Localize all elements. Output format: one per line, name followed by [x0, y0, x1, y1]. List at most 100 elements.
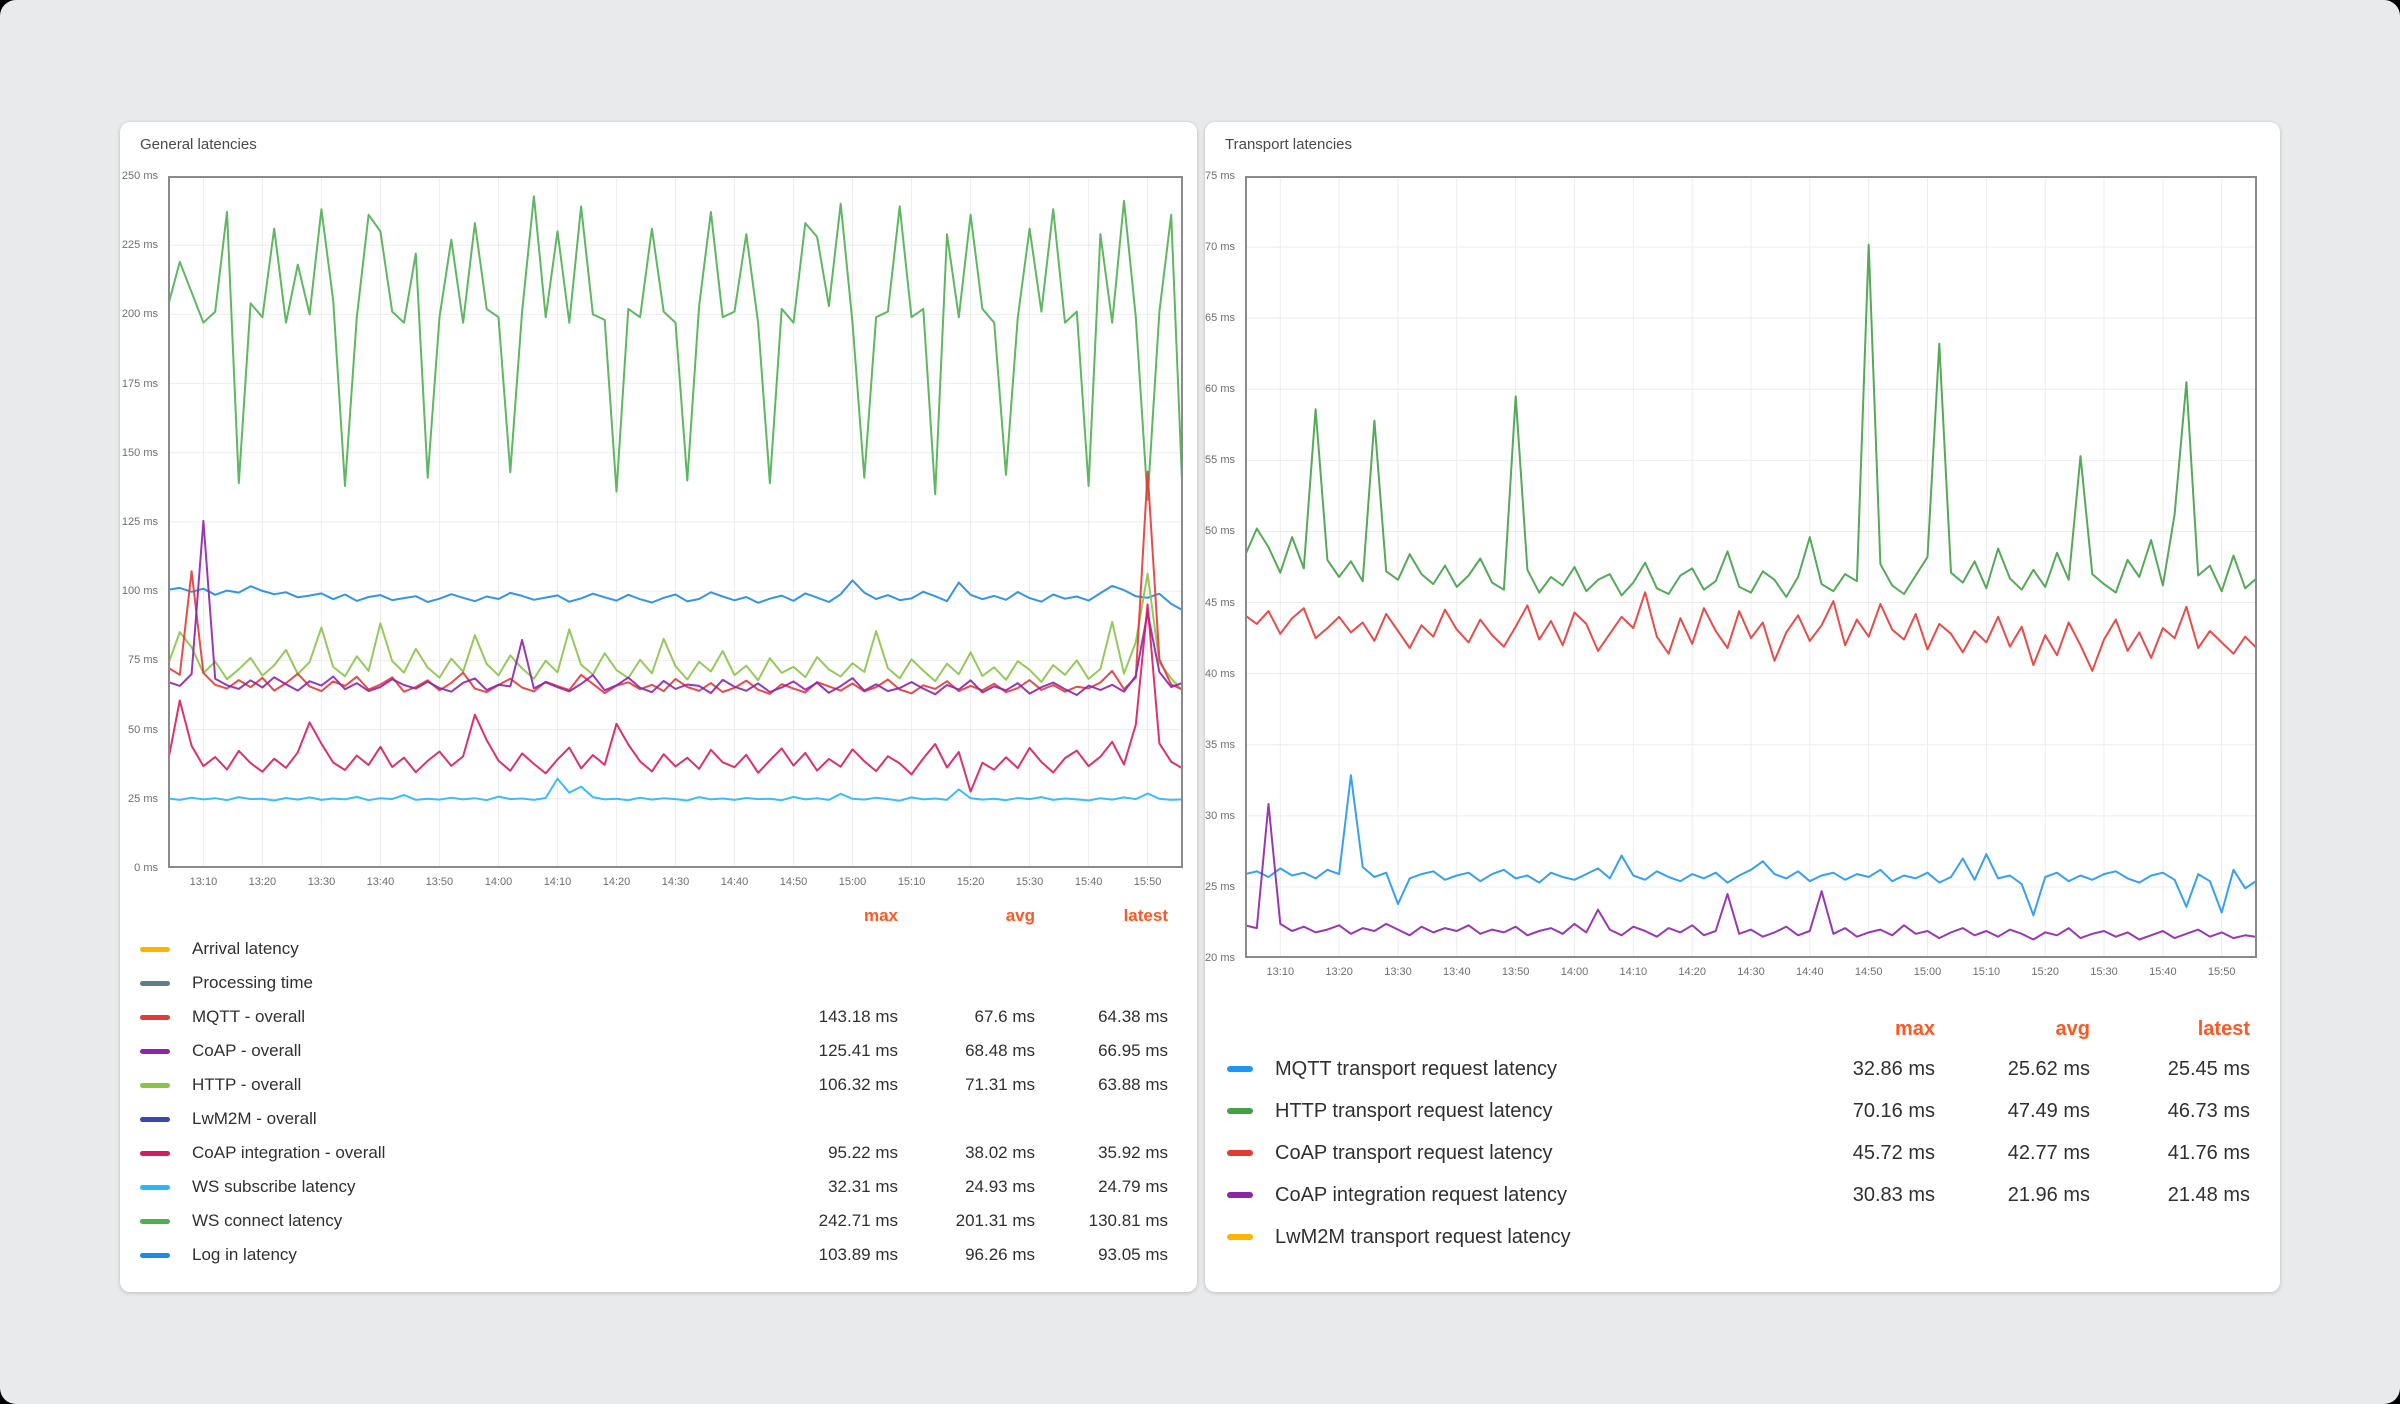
legend-row-ws-connect-latency[interactable]: WS connect latency 242.71 ms 201.31 ms 1…	[140, 1204, 1197, 1238]
series-avg: 21.96 ms	[2007, 1183, 2090, 1206]
series-label[interactable]: WS connect latency	[192, 1211, 343, 1230]
series-max: 103.89 ms	[818, 1245, 898, 1264]
series-label[interactable]: WS subscribe latency	[192, 1177, 356, 1196]
series-line	[1245, 774, 2257, 917]
series-max: 242.71 ms	[818, 1211, 898, 1230]
x-tick-label: 15:20	[2031, 966, 2059, 978]
legend-row-log-in-latency[interactable]: Log in latency 103.89 ms 96.26 ms 93.05 …	[140, 1238, 1197, 1272]
legend-row-coap-integration-transport[interactable]: CoAP integration request latency 30.83 m…	[1227, 1174, 2280, 1216]
series-label[interactable]: LwM2M - overall	[192, 1109, 317, 1128]
series-label[interactable]: Processing time	[192, 973, 313, 992]
series-color-swatch	[1227, 1108, 1253, 1114]
y-tick-label: 100 ms	[121, 585, 158, 598]
series-label[interactable]: CoAP integration request latency	[1275, 1183, 1568, 1206]
legend-header-latest[interactable]: latest	[1123, 906, 1168, 925]
x-tick-label: 15:40	[1074, 876, 1103, 888]
panel-transport-latencies: Transport latencies 20 ms 25 ms 30 ms 35 ms…	[1205, 122, 2280, 1292]
series-label[interactable]: MQTT transport request latency	[1275, 1057, 1557, 1080]
y-tick-label: 50 ms	[1205, 525, 1235, 538]
series-label[interactable]: LwM2M transport request latency	[1275, 1225, 1571, 1248]
y-tick-label: 40 ms	[1205, 667, 1235, 680]
legend-row-lwm2m-overall[interactable]: LwM2M - overall	[140, 1102, 1197, 1136]
panel-general-latencies: General latencies 0 ms 25 ms 50 ms 75 ms 100…	[120, 122, 1197, 1292]
series-line	[168, 572, 1183, 692]
series-color-swatch	[1227, 1192, 1253, 1198]
legend-row-arrival-latency[interactable]: Arrival latency	[140, 932, 1197, 966]
chart-general-latencies[interactable]: 0 ms 25 ms 50 ms 75 ms 100 ms 125 ms 150 ms 175…	[120, 170, 1197, 892]
legend-header: max avg latest	[140, 900, 1197, 932]
legend-header-avg[interactable]: avg	[2055, 1017, 2090, 1040]
legend-row-coap-integration-overall[interactable]: CoAP integration - overall 95.22 ms 38.0…	[140, 1136, 1197, 1170]
x-tick-label: 14:20	[1678, 966, 1706, 978]
series-line	[1245, 243, 2257, 598]
x-tick-label: 13:10	[1266, 966, 1295, 978]
series-label[interactable]: HTTP transport request latency	[1275, 1099, 1553, 1122]
x-tick-label: 15:20	[956, 876, 985, 888]
x-tick-label: 13:30	[307, 876, 336, 888]
legend-row-http-transport[interactable]: HTTP transport request latency 70.16 ms …	[1227, 1090, 2280, 1132]
legend-row-mqtt-overall[interactable]: MQTT - overall 143.18 ms 67.6 ms 64.38 m…	[140, 1000, 1197, 1034]
x-tick-label: 15:50	[1133, 876, 1162, 888]
legend-header-latest[interactable]: latest	[2197, 1017, 2250, 1040]
panel-title-general: General latencies	[140, 136, 257, 153]
series-label[interactable]: HTTP - overall	[192, 1075, 302, 1094]
chart-transport-latencies[interactable]: 20 ms 25 ms 30 ms 35 ms 40 ms 45 ms 50 ms 55 ms…	[1205, 170, 2280, 982]
series-color-swatch	[140, 1014, 170, 1020]
x-tick-label: 14:00	[484, 876, 513, 888]
x-tick-label: 14:30	[661, 876, 690, 888]
series-max: 32.86 ms	[1852, 1057, 1935, 1080]
legend-header-max[interactable]: max	[863, 906, 898, 925]
legend-header-avg[interactable]: avg	[1005, 906, 1035, 925]
series-line	[168, 603, 1183, 793]
legend-row-processing-time[interactable]: Processing time	[140, 966, 1197, 1000]
series-label[interactable]: CoAP - overall	[192, 1041, 302, 1060]
y-tick-label: 60 ms	[1205, 383, 1235, 396]
series-color-swatch	[140, 1048, 170, 1054]
legend-row-mqtt-transport[interactable]: MQTT transport request latency 32.86 ms …	[1227, 1048, 2280, 1090]
plot-area[interactable]	[1245, 176, 2257, 958]
series-color-swatch	[140, 946, 170, 952]
plot-area[interactable]	[168, 176, 1183, 868]
panel-title-transport: Transport latencies	[1225, 136, 1353, 153]
legend-header-max[interactable]: max	[1894, 1017, 1935, 1040]
series-color-swatch	[1227, 1234, 1253, 1240]
x-tick-label: 15:30	[2090, 966, 2118, 978]
y-tick-label: 225 ms	[121, 239, 158, 252]
x-tick-label: 14:50	[779, 876, 808, 888]
series-color-swatch	[140, 1218, 170, 1224]
x-tick-label: 15:00	[838, 876, 867, 888]
series-label[interactable]: Log in latency	[192, 1245, 297, 1264]
y-axis-labels: 0 ms 25 ms 50 ms 75 ms 100 ms 125 ms 150 ms 175…	[120, 170, 162, 874]
series-avg: 71.31 ms	[965, 1075, 1035, 1094]
y-axis-labels: 20 ms 25 ms 30 ms 35 ms 40 ms 45 ms 50 ms 55 ms…	[1205, 170, 1239, 964]
series-color-swatch	[140, 1184, 170, 1190]
legend-row-ws-subscribe-latency[interactable]: WS subscribe latency 32.31 ms 24.93 ms 2…	[140, 1170, 1197, 1204]
series-label[interactable]: MQTT - overall	[192, 1007, 306, 1026]
series-line	[168, 519, 1183, 696]
series-avg: 201.31 ms	[955, 1211, 1035, 1230]
x-tick-label: 15:00	[1913, 966, 1942, 978]
x-tick-label: 15:50	[2207, 966, 2236, 978]
x-tick-label: 14:10	[1619, 966, 1648, 978]
x-tick-label: 15:40	[2149, 966, 2177, 978]
legend-row-coap-transport[interactable]: CoAP transport request latency 45.72 ms …	[1227, 1132, 2280, 1174]
series-latest: 21.48 ms	[2167, 1183, 2250, 1206]
series-label[interactable]: Arrival latency	[192, 939, 299, 958]
legend-row-http-overall[interactable]: HTTP - overall 106.32 ms 71.31 ms 63.88 …	[140, 1068, 1197, 1102]
x-tick-label: 14:40	[1796, 966, 1824, 978]
legend-row-lwm2m-transport[interactable]: LwM2M transport request latency	[1227, 1216, 2280, 1258]
series-label[interactable]: CoAP integration - overall	[192, 1143, 386, 1162]
series-latest: 63.88 ms	[1098, 1075, 1168, 1094]
legend-general: max avg latest Arrival latency Processin…	[140, 900, 1197, 1272]
series-max: 143.18 ms	[818, 1007, 898, 1026]
series-max: 30.83 ms	[1852, 1183, 1935, 1206]
legend-row-coap-overall[interactable]: CoAP - overall 125.41 ms 68.48 ms 66.95 …	[140, 1034, 1197, 1068]
x-axis-labels: 13:10 13:20 13:30 13:40 13:50 14:00 14:10 14:20…	[168, 872, 1183, 890]
y-tick-label: 25 ms	[128, 792, 158, 805]
x-tick-label: 13:20	[1325, 966, 1353, 978]
x-tick-label: 13:20	[248, 876, 277, 888]
series-label[interactable]: CoAP transport request latency	[1275, 1141, 1553, 1164]
y-tick-label: 35 ms	[1205, 738, 1235, 751]
series-max: 32.31 ms	[828, 1177, 898, 1196]
